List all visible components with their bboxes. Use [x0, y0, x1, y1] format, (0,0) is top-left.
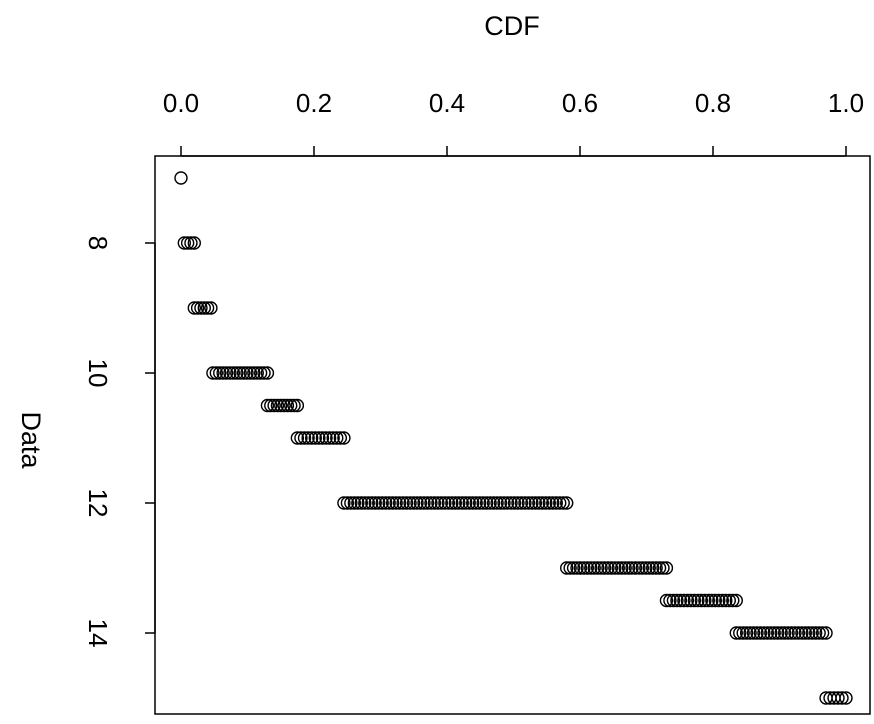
x-tick-label: 0.8 [695, 88, 731, 118]
x-axis-title: CDF [484, 11, 540, 41]
y-tick-label: 14 [83, 619, 113, 648]
data-point [175, 172, 187, 184]
y-tick-label: 8 [83, 236, 113, 250]
y-tick-label: 10 [83, 359, 113, 388]
y-tick-label: 12 [83, 489, 113, 518]
x-tick-label: 0.6 [562, 88, 598, 118]
y-axis-left: 8 10 12 14 [83, 236, 155, 648]
x-tick-label: 1.0 [828, 88, 864, 118]
x-axis-top: 0.0 0.2 0.4 0.6 0.8 1.0 [163, 88, 864, 156]
x-tick-label: 0.2 [296, 88, 332, 118]
x-tick-label: 0.0 [163, 88, 199, 118]
y-axis-title: Data [16, 411, 46, 469]
data-points [175, 172, 852, 704]
x-tick-label: 0.4 [429, 88, 465, 118]
